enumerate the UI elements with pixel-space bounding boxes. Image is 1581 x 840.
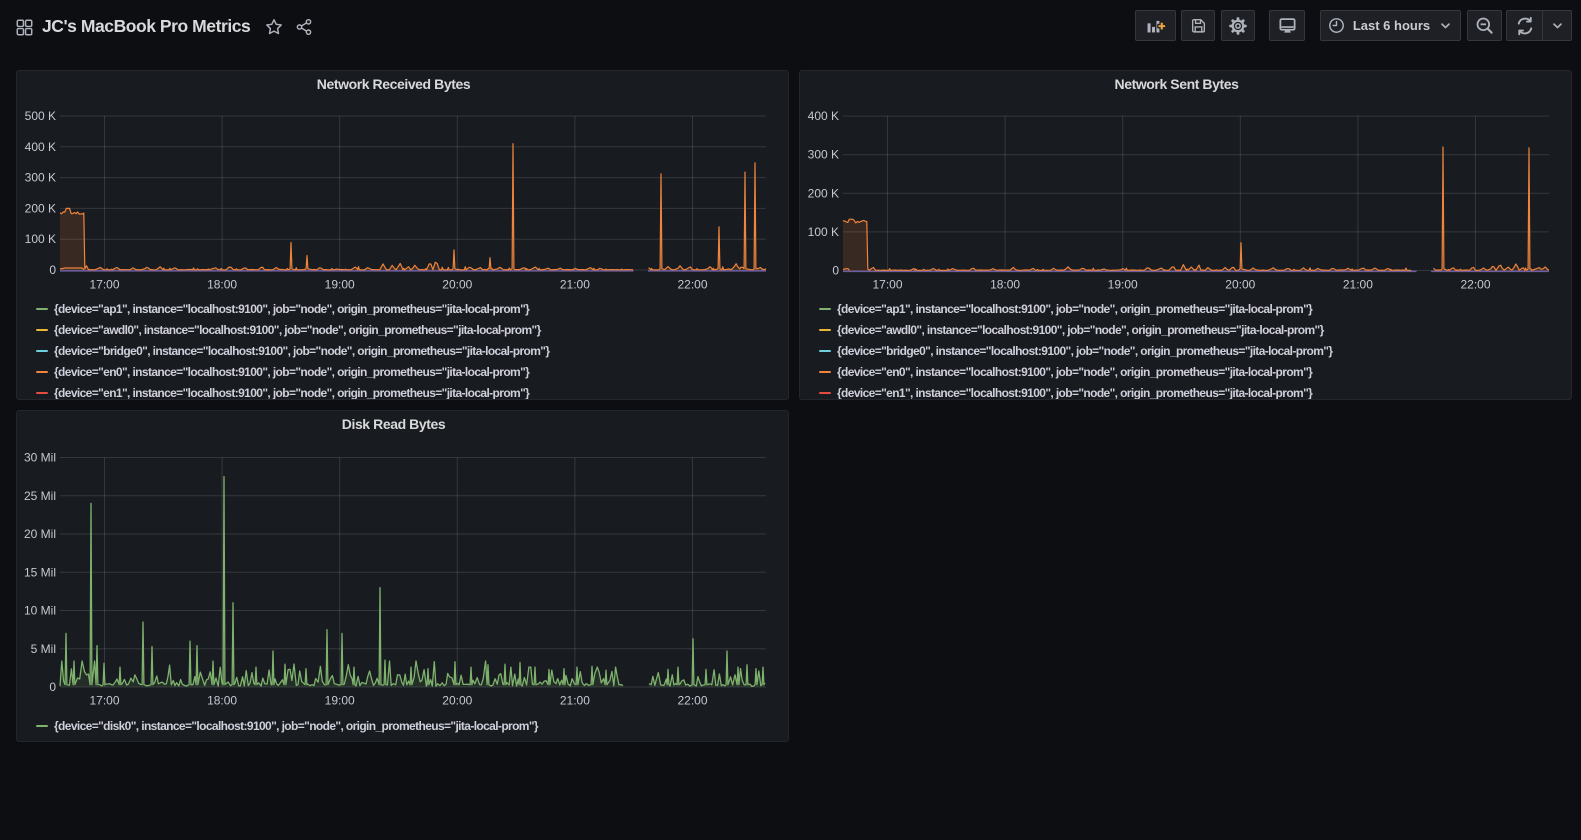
svg-text:21:00: 21:00 xyxy=(1343,278,1373,292)
svg-text:20:00: 20:00 xyxy=(1225,278,1255,292)
svg-text:0: 0 xyxy=(49,263,56,277)
svg-text:17:00: 17:00 xyxy=(89,694,119,708)
svg-text:21:00: 21:00 xyxy=(560,278,590,292)
svg-text:0: 0 xyxy=(832,264,839,278)
svg-text:25 Mil: 25 Mil xyxy=(24,489,56,503)
svg-text:18:00: 18:00 xyxy=(207,278,237,292)
svg-text:21:00: 21:00 xyxy=(560,694,590,708)
svg-text:22:00: 22:00 xyxy=(677,278,707,292)
svg-text:20:00: 20:00 xyxy=(442,278,472,292)
svg-text:22:00: 22:00 xyxy=(677,694,707,708)
svg-text:20:00: 20:00 xyxy=(442,694,472,708)
svg-text:17:00: 17:00 xyxy=(872,278,902,292)
svg-text:200 K: 200 K xyxy=(808,186,839,200)
svg-text:100 K: 100 K xyxy=(808,225,839,239)
svg-text:5 Mil: 5 Mil xyxy=(31,642,56,656)
svg-text:200 K: 200 K xyxy=(25,201,56,215)
svg-text:15 Mil: 15 Mil xyxy=(24,565,56,579)
svg-text:30 Mil: 30 Mil xyxy=(24,451,56,465)
svg-text:100 K: 100 K xyxy=(25,232,56,246)
svg-text:19:00: 19:00 xyxy=(325,278,355,292)
svg-text:18:00: 18:00 xyxy=(207,694,237,708)
svg-text:300 K: 300 K xyxy=(808,148,839,162)
svg-text:400 K: 400 K xyxy=(808,109,839,123)
svg-text:500 K: 500 K xyxy=(25,109,56,123)
svg-text:300 K: 300 K xyxy=(25,171,56,185)
svg-text:10 Mil: 10 Mil xyxy=(24,604,56,618)
svg-text:20 Mil: 20 Mil xyxy=(24,527,56,541)
svg-text:19:00: 19:00 xyxy=(325,694,355,708)
svg-text:400 K: 400 K xyxy=(25,140,56,154)
svg-text:22:00: 22:00 xyxy=(1460,278,1490,292)
svg-text:17:00: 17:00 xyxy=(89,278,119,292)
svg-text:19:00: 19:00 xyxy=(1108,278,1138,292)
svg-text:18:00: 18:00 xyxy=(990,278,1020,292)
svg-text:0: 0 xyxy=(49,680,56,694)
